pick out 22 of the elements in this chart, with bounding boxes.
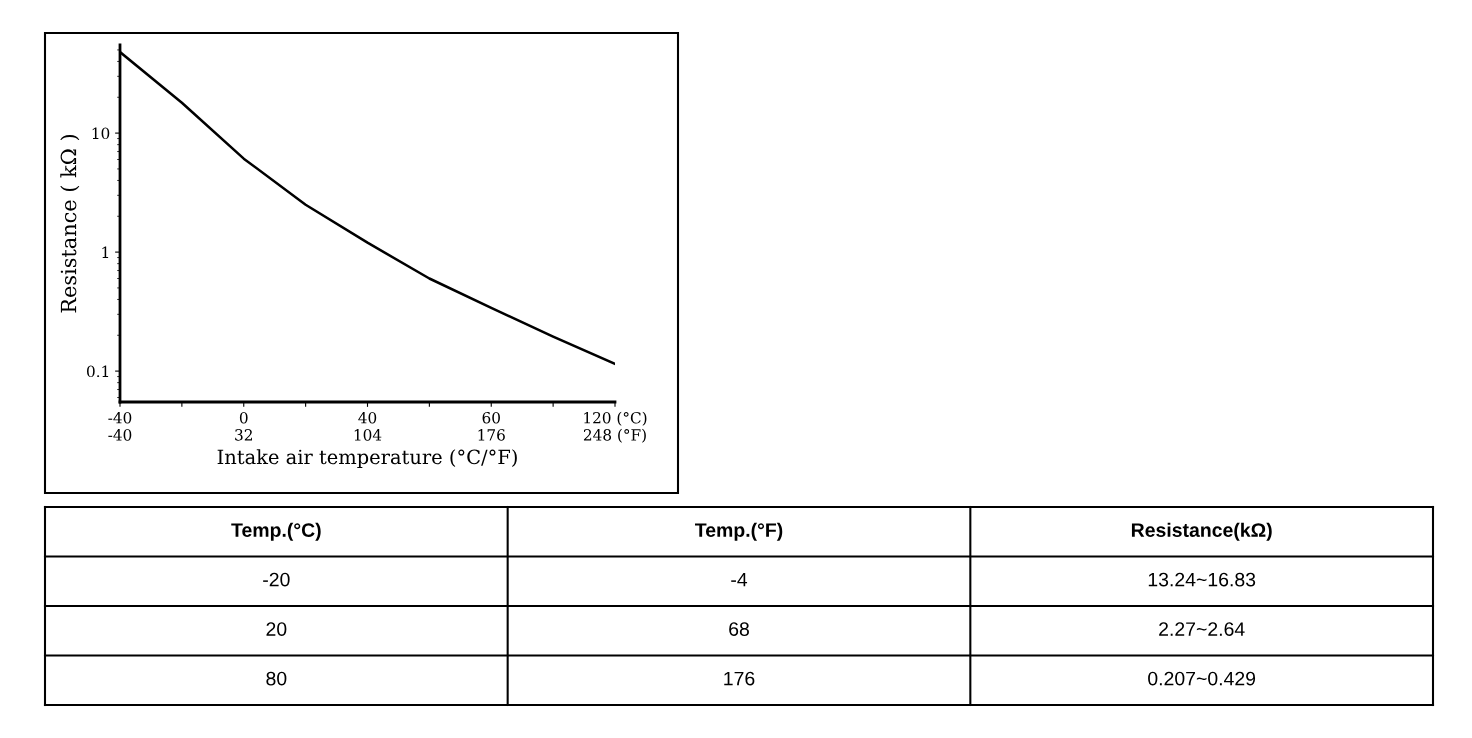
- text: -4: [731, 572, 748, 587]
- text: 13.24~16.83: [1148, 572, 1256, 587]
- x-tick-label: 0 32: [235, 411, 252, 441]
- x-tick-label: -40 -40: [108, 411, 132, 441]
- y-tick-label: 10: [92, 127, 110, 140]
- x-tick-label: 120 (°C) 248 (°F): [583, 411, 647, 443]
- text: 80: [266, 671, 287, 686]
- x-tick-label: 40 104: [354, 411, 382, 441]
- text: 68: [729, 622, 749, 636]
- x-tick-label: 60 176: [478, 411, 505, 441]
- text: 176: [724, 671, 755, 686]
- text: 2.27~2.64: [1159, 622, 1245, 636]
- text: -20: [263, 572, 290, 587]
- y-tick-label: 1: [102, 246, 109, 258]
- category-label: Temp.(°F): [695, 522, 783, 541]
- y-tick-label: 0.1: [86, 365, 109, 378]
- text: 0.207~0.429: [1148, 671, 1256, 686]
- category-label: Resistance(kΩ): [1131, 522, 1272, 541]
- x-axis-title: Intake air temperature (°C/°F): [217, 449, 517, 468]
- text: 20: [266, 622, 287, 636]
- category-label: Temp.(°C): [231, 522, 321, 541]
- y-axis-title: Resistance ( kΩ ): [60, 135, 80, 313]
